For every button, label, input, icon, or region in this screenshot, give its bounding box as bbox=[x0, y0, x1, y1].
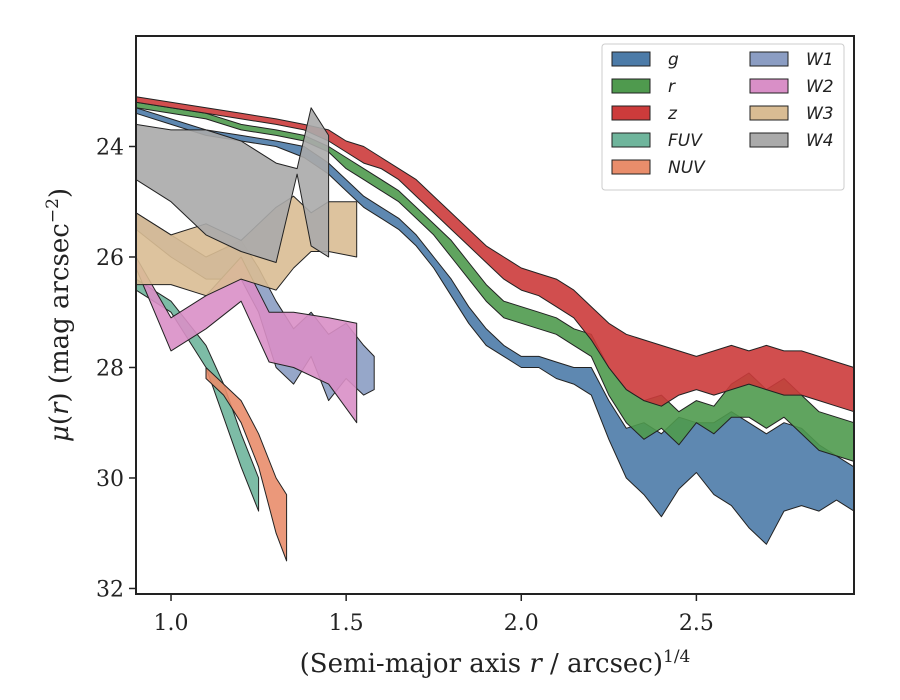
legend-label-nuv: NUV bbox=[668, 158, 706, 178]
legend-swatch-z bbox=[611, 105, 651, 121]
x-tick-label: 2.0 bbox=[504, 611, 539, 636]
x-tick-label: 1.0 bbox=[154, 611, 189, 636]
legend-swatch-w3 bbox=[749, 105, 789, 121]
legend-label-z: z bbox=[667, 104, 678, 124]
series-layer bbox=[135, 96, 855, 562]
y-tick-label: 30 bbox=[96, 467, 124, 492]
legend-swatch-r bbox=[611, 78, 651, 94]
y-tick-label: 32 bbox=[96, 577, 124, 602]
legend-label-r: r bbox=[668, 77, 676, 97]
y-tick-label: 28 bbox=[96, 356, 124, 381]
legend: grz FUV NUV W1 W2 W3 W4 bbox=[601, 43, 845, 191]
x-tick-label: 1.5 bbox=[329, 611, 364, 636]
legend-label-fuv: FUV bbox=[668, 131, 703, 151]
legend-swatch-w2 bbox=[749, 78, 789, 94]
legend-swatch-w1 bbox=[749, 51, 789, 67]
legend-label-w1: W1 bbox=[806, 50, 834, 70]
legend-label-w4: W4 bbox=[806, 131, 834, 151]
x-axis-label: (Semi-major axis r / arcsec)1/4 bbox=[300, 647, 691, 679]
legend-swatch-g bbox=[611, 51, 651, 67]
legend-swatch-nuv bbox=[611, 159, 651, 175]
axis-ticks: 1.0 1.5 2.0 2.5 24 26 28 30 32 bbox=[96, 135, 714, 636]
y-tick-label: 26 bbox=[96, 246, 124, 271]
band-w4 bbox=[135, 107, 330, 263]
plot-frame bbox=[135, 35, 855, 595]
x-tick-label: 2.5 bbox=[679, 611, 714, 636]
band-nuv bbox=[205, 367, 288, 562]
y-axis-label: μ(r) (mag arcsec−2) bbox=[43, 188, 75, 442]
legend-label-w3: W3 bbox=[806, 104, 834, 124]
y-tick-label: 24 bbox=[96, 135, 124, 160]
legend-swatch-fuv bbox=[611, 132, 651, 148]
legend-swatch-w4 bbox=[749, 132, 789, 148]
legend-label-g: g bbox=[668, 50, 679, 70]
legend-label-w2: W2 bbox=[806, 77, 834, 97]
